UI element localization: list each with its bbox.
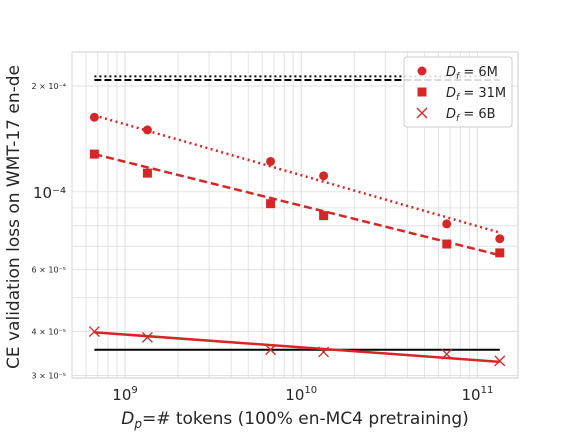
fit-line-series-3: [94, 331, 500, 364]
legend-marker-series-1: [417, 66, 427, 76]
y-tick-label: 3 × 10⁻⁵: [32, 371, 67, 380]
lines-layer: [94, 75, 501, 364]
x-tick-label: 1010: [285, 385, 317, 404]
data-point-series-3: [318, 346, 330, 358]
data-point-series-2: [495, 248, 505, 258]
y-tick-label: 10⁻⁴: [33, 184, 66, 202]
data-point-series-1: [442, 219, 452, 229]
x-tick-label: 109: [112, 385, 137, 404]
data-point-series-3: [494, 355, 506, 367]
legend: Df = 6M Df = 31M Df = 6B: [403, 56, 513, 128]
data-point-series-1: [89, 112, 99, 122]
y-tick-label: 6 × 10⁻⁵: [32, 266, 67, 275]
data-point-series-1: [142, 125, 152, 135]
legend-marker-series-3: [416, 107, 428, 119]
fit-line-series-2: [94, 152, 501, 257]
data-point-series-2: [319, 211, 329, 221]
data-point-series-2: [266, 199, 276, 209]
x-axis-label: Dp=# tokens (100% en-MC4 pretraining): [121, 409, 469, 431]
data-point-series-2: [89, 149, 99, 159]
data-point-series-1: [266, 156, 276, 166]
data-point-series-3: [141, 331, 153, 343]
y-tick-label: 4 × 10⁻⁵: [32, 328, 67, 337]
data-point-series-3: [88, 326, 100, 338]
y-axis-label: CE validation loss on WMT-17 en-de: [4, 65, 24, 369]
x-tick-label: 1011: [461, 385, 493, 404]
data-point-series-1: [495, 234, 505, 244]
y-tick-label: 2 × 10⁻⁴: [32, 82, 67, 91]
data-point-series-1: [319, 171, 329, 181]
legend-label-series-3: Df = 6B: [446, 107, 496, 124]
data-point-series-2: [142, 168, 152, 178]
legend-label-series-2: Df = 31M: [446, 86, 506, 103]
data-point-series-2: [442, 239, 452, 249]
axis-labels: Dp=# tokens (100% en-MC4 pretraining) CE …: [4, 65, 469, 431]
legend-label-series-1: Df = 6M: [446, 65, 498, 82]
data-point-series-3: [265, 344, 277, 356]
data-point-series-3: [441, 348, 453, 360]
tick-labels: 109 1010 1011 2 × 10⁻⁴ 10⁻⁴ 6 × 10⁻⁵ 4 × 10⁻⁵ 3…: [32, 82, 494, 404]
legend-box: [403, 56, 513, 128]
legend-marker-series-2: [417, 87, 427, 97]
points-layer: [88, 112, 506, 367]
